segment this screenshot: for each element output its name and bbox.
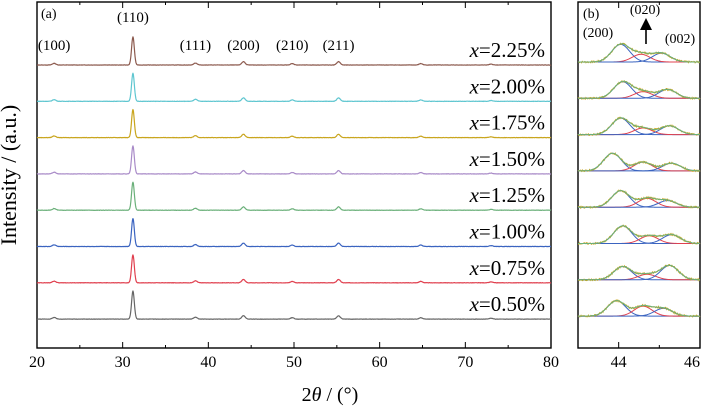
series-trace-200	[36, 72, 552, 103]
series-label-value: =1.00%	[479, 220, 545, 244]
x-tick-label: 30	[115, 354, 131, 371]
b-measured-data	[577, 299, 701, 318]
series-label-value: =0.75%	[479, 256, 545, 280]
x-axis-label: 2θ / (°)	[302, 384, 359, 406]
x-axis-label-prefix: 2	[302, 384, 312, 406]
series-label: x=2.00%	[469, 74, 545, 98]
miller-index-label: (100)	[38, 38, 71, 54]
b-fit-total	[578, 117, 700, 136]
x-tick-label: 60	[372, 354, 388, 371]
b-fit-total	[578, 264, 701, 281]
x-axis-label-theta: θ	[312, 384, 322, 406]
b-fit-total	[578, 152, 701, 172]
b-measured-data	[577, 224, 701, 245]
series-trace-125	[36, 181, 552, 211]
b-arrow-head	[640, 18, 652, 30]
series-label-var: x	[469, 38, 480, 62]
x-tick-label: 20	[29, 354, 45, 371]
series-label-var: x	[469, 147, 480, 171]
series-label: x=1.25%	[469, 183, 545, 207]
y-axis-label: Intensity / (a.u.)	[0, 105, 21, 246]
series-label-var: x	[469, 74, 480, 98]
b-fit-component	[578, 300, 700, 317]
series-label-value: =1.75%	[479, 111, 545, 135]
b-fit-total	[578, 300, 700, 317]
b-fit-total	[578, 43, 700, 63]
series-trace-050	[36, 290, 552, 320]
b-fit-component	[578, 235, 700, 244]
x-tick-label: 40	[200, 354, 216, 371]
series-trace-175	[36, 108, 552, 139]
series-label: x=2.25%	[469, 38, 545, 62]
b-miller-index-label: (020)	[630, 3, 661, 18]
series-label-value: =1.25%	[479, 183, 545, 207]
miller-index-label: (111)	[180, 38, 211, 54]
series-label-var: x	[469, 256, 480, 280]
series-label-value: =2.00%	[479, 74, 545, 98]
series-label: x=1.00%	[469, 220, 545, 244]
miller-index-label: (211)	[323, 38, 355, 54]
b-miller-index-label: (200)	[583, 26, 614, 41]
b-x-tick-label: 44	[611, 354, 627, 371]
series-label-var: x	[469, 183, 480, 207]
series-label: x=0.50%	[469, 292, 545, 316]
panel-a: (a) 20 30 40 50 60 70 80 (100) (110) (111) (200) (…	[29, 1, 559, 371]
series-trace-150	[36, 145, 552, 175]
panel-b-label: (b)	[583, 7, 600, 22]
miller-index-label: (210)	[276, 38, 309, 54]
x-axis-label-suffix: / (°)	[321, 384, 358, 406]
b-miller-index-label: (002)	[665, 32, 696, 47]
series-label-var: x	[469, 111, 480, 135]
series-label: x=1.75%	[469, 111, 545, 135]
panel-a-label: (a)	[41, 7, 57, 22]
b-measured-data	[577, 80, 701, 101]
series-label-var: x	[469, 292, 480, 316]
b-x-tick-label: 46	[684, 354, 700, 371]
series-label-value: =1.50%	[479, 147, 545, 171]
series-label: x=1.50%	[469, 147, 545, 171]
x-tick-label: 50	[286, 354, 302, 371]
panel-b: (b) 44 46 (200) (020) (002)	[577, 1, 701, 371]
series-trace-100	[36, 217, 552, 248]
series-label-var: x	[469, 220, 480, 244]
series-label-value: =2.25%	[479, 38, 545, 62]
series-label-value: =0.50%	[479, 292, 545, 316]
x-tick-label: 70	[457, 354, 473, 371]
miller-index-label: (200)	[227, 38, 260, 54]
panel-b-frame	[577, 1, 701, 349]
b-fit-total	[578, 190, 700, 208]
series-label: x=0.75%	[469, 256, 545, 280]
x-tick-label: 80	[543, 354, 559, 371]
b-fit-total	[578, 80, 701, 99]
miller-index-label: (110)	[117, 10, 149, 26]
b-fit-total	[578, 225, 701, 244]
series-trace-225	[36, 36, 552, 66]
series-trace-075	[36, 254, 552, 284]
b-measured-data	[577, 264, 701, 282]
